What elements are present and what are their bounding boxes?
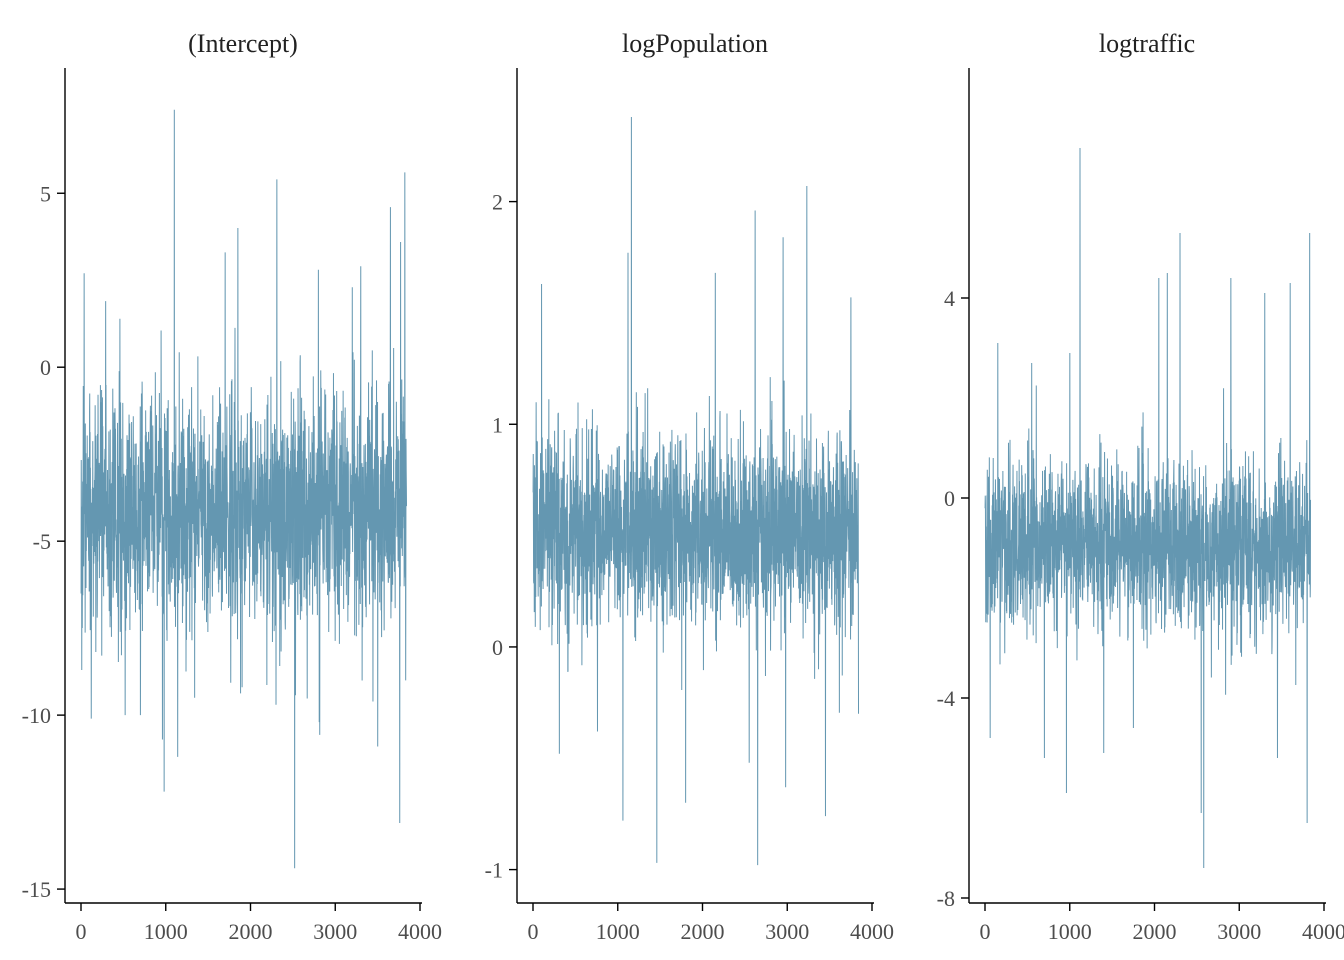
x-tick-label: 1000 <box>596 919 640 944</box>
x-tick-label: 4000 <box>850 919 894 944</box>
y-tick-label: 2 <box>492 190 503 215</box>
y-tick-label: 1 <box>492 412 503 437</box>
x-tick-label: 1000 <box>144 919 188 944</box>
x-tick-label: 0 <box>528 919 539 944</box>
axes-logpopulation: -1 0 1 2 0 1000 2000 3000 4000 <box>485 68 894 944</box>
x-tick-label: 2000 <box>1133 919 1177 944</box>
x-tick-label: 4000 <box>1302 919 1344 944</box>
x-tick-label: 2000 <box>681 919 725 944</box>
y-tick-label: 5 <box>40 181 51 206</box>
trace-line-logtraffic <box>984 147 1312 869</box>
y-tick-label: 0 <box>492 635 503 660</box>
y-tick-label: -5 <box>33 529 51 554</box>
y-tick-label: 0 <box>40 355 51 380</box>
y-tick-label: 0 <box>944 486 955 511</box>
x-tick-label: 3000 <box>1217 919 1261 944</box>
y-tick-label: -15 <box>22 877 51 902</box>
panel-title-logtraffic: logtraffic <box>1099 29 1195 58</box>
x-tick-label: 3000 <box>765 919 809 944</box>
trace-intercept <box>80 109 408 869</box>
y-tick-label: -1 <box>485 858 503 883</box>
y-tick-label: 4 <box>944 286 955 311</box>
axes-logtraffic: -8 -4 0 4 0 1000 2000 3000 4000 <box>937 68 1344 944</box>
x-tick-label: 2000 <box>229 919 273 944</box>
y-tick-label: -10 <box>22 703 51 728</box>
x-tick-label: 0 <box>980 919 991 944</box>
panel-title-intercept: (Intercept) <box>188 29 298 58</box>
trace-line-logpopulation <box>532 116 860 866</box>
trace-line-intercept <box>80 109 408 869</box>
y-tick-label: -4 <box>937 686 955 711</box>
axes-intercept: -15 -10 -5 0 5 0 1000 2000 3000 4000 <box>22 68 442 944</box>
trace-logpopulation <box>532 116 860 866</box>
x-tick-label: 1000 <box>1048 919 1092 944</box>
y-tick-label: -8 <box>937 886 955 911</box>
trace-logtraffic <box>984 147 1312 869</box>
x-tick-label: 4000 <box>398 919 442 944</box>
panel-intercept: (Intercept) -15 -10 -5 0 5 0 1000 2000 3000 4000 <box>22 29 442 944</box>
x-tick-label: 0 <box>76 919 87 944</box>
panel-logpopulation: logPopulation -1 0 1 2 0 1000 2000 3000 4000 <box>485 29 894 944</box>
x-tick-label: 3000 <box>313 919 357 944</box>
panel-logtraffic: logtraffic -8 -4 0 4 0 1000 2000 3000 4000 <box>937 29 1344 944</box>
panel-title-logpopulation: logPopulation <box>622 29 768 58</box>
